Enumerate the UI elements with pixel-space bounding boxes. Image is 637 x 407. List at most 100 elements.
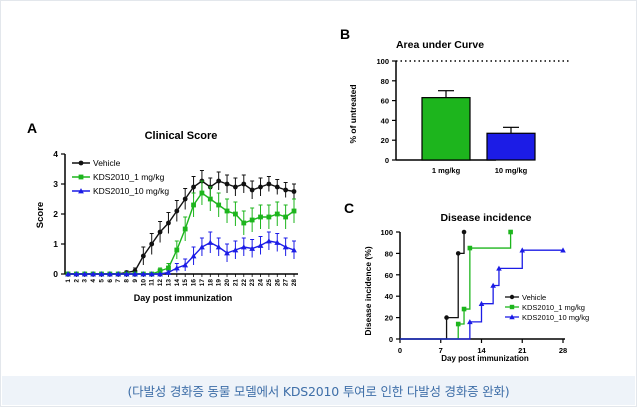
panel-a-x-tick-label: 17 (199, 279, 206, 287)
panel-a-data-point (257, 242, 264, 248)
panel-a: A Clinical Score Score Day post immuniza… (27, 120, 298, 303)
panel-c-legend-marker (509, 304, 515, 310)
panel-a-legend-marker (78, 188, 84, 194)
panel-a-data-point (106, 271, 113, 277)
panel-c-y-tick-label: 20 (385, 314, 393, 323)
panel-b-category-label: 1 mg/kg (432, 166, 461, 175)
panel-a-x-tick-label: 11 (149, 279, 156, 286)
panel-c-legend-label: Vehicle (522, 293, 546, 302)
panel-a-y-tick-label: 0 (53, 269, 58, 279)
panel-a-data-point (166, 265, 171, 271)
panel-a-legend-label: Vehicle (93, 158, 121, 168)
panel-c-data-point (490, 282, 496, 288)
panel-a-x-tick-label: 26 (274, 279, 281, 287)
panel-b-bar (421, 97, 471, 161)
panel-a-data-point (182, 196, 188, 202)
panel-c-y-tick-label: 40 (385, 292, 393, 301)
panel-a-data-point (241, 220, 247, 226)
panel-b: B Area under Curve % of untreated 0 20 40 6… (340, 26, 571, 175)
panel-a-data-point (123, 271, 130, 277)
panel-b-y-tick-label: 80 (381, 77, 389, 86)
panel-a-ylabel: Score (35, 202, 46, 228)
figure-svg: A Clinical Score Score Day post immuniza… (27, 26, 589, 363)
panel-a-data-point (266, 181, 272, 187)
panel-a-data-point (291, 189, 297, 194)
panel-a-x-tick-label: 25 (266, 279, 273, 287)
panel-a-x-tick-label: 2 (73, 279, 80, 283)
panel-c-data-point (467, 245, 473, 251)
panel-a-data-point (174, 208, 180, 214)
panel-c-y-tick-label: 0 (389, 335, 393, 344)
panel-a-data-point (283, 187, 289, 193)
panel-a-legend-marker (78, 174, 84, 180)
panel-a-data-point (249, 245, 256, 251)
panel-c-data-point (444, 315, 449, 320)
panel-a-data-point (233, 184, 238, 190)
panel-a-data-point (148, 271, 155, 277)
panel-c-data-point (496, 265, 502, 271)
figure-caption: (다발성 경화증 동물 모델에서 KDS2010 투여로 인한 다발성 경화증 … (127, 384, 510, 399)
panel-a-x-tick-label: 3 (82, 279, 89, 283)
panel-a-x-tick-label: 13 (165, 279, 172, 287)
panel-a-y-tick-label: 1 (53, 239, 58, 249)
panel-c-ylabel: Disease incidence (%) (363, 246, 373, 335)
panel-a-legend-marker (78, 160, 84, 166)
panel-b-y-tick-label: 60 (381, 97, 389, 106)
panel-a-data-point (165, 269, 172, 275)
panel-a-data-point (224, 208, 230, 214)
panel-a-data-point (191, 184, 196, 190)
panel-a-label: A (27, 120, 37, 136)
panel-a-data-point (65, 271, 71, 277)
panel-a-x-tick-label: 14 (174, 279, 181, 287)
panel-a-data-point (274, 239, 281, 245)
panel-a-x-tick-label: 28 (291, 279, 298, 287)
panel-c-data-point (455, 251, 461, 256)
panel-c-x-tick-label: 14 (477, 346, 486, 355)
panel-a-data-point (232, 247, 239, 253)
panel-a-y-tick-label: 3 (53, 179, 58, 189)
panel-a-data-point (174, 247, 180, 253)
panel-b-y-tick-label: 20 (381, 136, 389, 145)
panel-c-x-tick-label: 21 (518, 346, 526, 355)
panel-c-data-point (478, 300, 485, 306)
panel-a-title: Clinical Score (145, 130, 218, 142)
panel-c: C Disease incidence Disease incidence (%… (344, 200, 589, 363)
panel-a-data-point (224, 181, 230, 187)
panel-c-data-point (519, 247, 526, 253)
panel-a-data-point (215, 244, 222, 250)
panel-b-y-tick-label: 100 (376, 57, 389, 66)
panel-b-ylabel: % of untreated (348, 84, 358, 143)
panel-a-x-tick-label: 18 (207, 279, 214, 287)
panel-c-data-point (461, 306, 467, 312)
panel-a-data-point (291, 208, 297, 214)
panel-c-data-point (461, 229, 467, 235)
panel-a-data-point (182, 226, 188, 232)
panel-a-x-tick-label: 20 (224, 279, 231, 287)
panel-c-title: Disease incidence (440, 212, 531, 224)
panel-c-y-tick-label: 100 (380, 228, 393, 237)
panel-c-legend-marker (509, 294, 515, 300)
panel-a-x-tick-label: 15 (182, 279, 189, 287)
panel-a-data-point (249, 217, 255, 223)
panel-c-series-step-0 (400, 232, 465, 340)
panel-a-data-point (258, 214, 263, 220)
panel-a-data-point (132, 271, 138, 277)
panel-a-data-point (291, 247, 297, 253)
panel-a-data-point (266, 214, 272, 220)
panel-c-legend-marker (509, 314, 515, 320)
panel-a-x-tick-label: 10 (140, 279, 147, 287)
panel-a-x-tick-label: 5 (98, 279, 105, 283)
panel-a-data-point (283, 214, 289, 220)
panel-a-x-tick-label: 21 (232, 279, 239, 287)
figure-area: A Clinical Score Score Day post immuniza… (11, 9, 628, 371)
panel-a-data-point (207, 239, 214, 245)
panel-c-series-step-2 (400, 249, 563, 340)
panel-a-data-point (115, 271, 122, 277)
panel-c-label: C (344, 200, 354, 216)
panel-a-x-tick-label: 1 (65, 279, 72, 283)
panel-a-data-point (240, 244, 247, 250)
panel-a-data-point (182, 262, 189, 268)
panel-b-y-tick-label: 0 (385, 156, 389, 165)
panel-a-data-point (274, 184, 280, 190)
